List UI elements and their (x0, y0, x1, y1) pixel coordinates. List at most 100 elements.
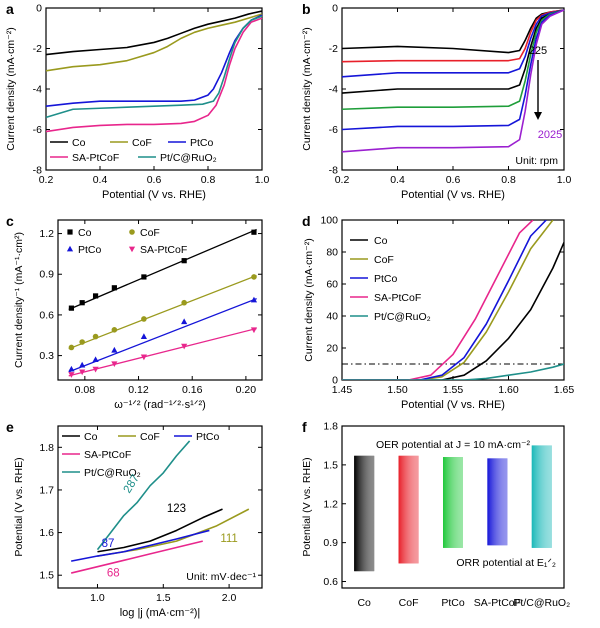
legend-label: CoF (374, 254, 394, 266)
panel-label-f: f (302, 419, 307, 435)
data-point-SA-PtCoF (250, 327, 258, 334)
legend-label: Pt/C@RuO₂ (374, 311, 431, 323)
data-point-PtCo (140, 333, 147, 340)
y-tick-label: 1.8 (39, 442, 54, 454)
y-tick-label: 0.3 (39, 350, 54, 362)
chart-b: 0.2 0.4 0.6 0.8 1.0 -8 -6 -4 -2 0 Potential (V vs.… (301, 1, 571, 201)
x-tick-label: 0.2 (39, 174, 54, 186)
chart-e: 1.0 1.5 2.0 1.5 1.6 1.7 1.8 log |j (mA·cm⁻²)| Po… (6, 419, 263, 619)
y-axis-label: Current density (mA·cm⁻²) (5, 27, 17, 150)
y-tick-label: -2 (329, 43, 338, 55)
y-tick-label: 1.5 (39, 570, 54, 582)
y-tick-label: -6 (33, 124, 42, 136)
series-line-Co (45, 10, 263, 56)
data-point-CoF (68, 344, 75, 351)
x-axis-label: Potential (V vs. RHE) (401, 189, 505, 201)
series-line-b-1 (341, 9, 565, 63)
plot-area (342, 220, 564, 380)
x-axis-label: Potential (V vs. RHE) (102, 189, 206, 201)
x-tick-label: 0.4 (390, 174, 405, 186)
annotation-bottom: ORR potential at E₁ᐟ₂ (456, 557, 556, 569)
y-tick-label: 20 (326, 343, 338, 355)
x-tick-label: 0.12 (128, 384, 149, 396)
legend-label: SA-PtCoF (140, 244, 187, 256)
legend-label: SA-PtCoF (374, 292, 421, 304)
fit-line-PtCo (68, 298, 257, 373)
x-tick-label: 0.16 (182, 384, 203, 396)
tafel-slope-cof: 111 (220, 533, 237, 545)
x-tick-label: 0.20 (236, 384, 257, 396)
panel-label-c: c (6, 213, 14, 229)
fit-line-SA-PtCoF (68, 327, 257, 377)
y-axis-label: Current density (mA·cm⁻²) (303, 238, 315, 361)
chart-d: 1.45 1.50 1.55 1.60 1.65 0 20 40 60 80 100 Potentia… (302, 213, 574, 411)
series-line-SA-PtCoF (45, 17, 263, 133)
series-line-Pt/C@RuO₂ (96, 440, 191, 551)
y-tick-label: -4 (329, 84, 338, 96)
data-point-SA-PtCoF (68, 372, 75, 378)
data-point-SA-PtCoF (79, 369, 86, 376)
chart-c: 0.08 0.12 0.16 0.20 0.3 0.6 0.9 1.2 ω⁻¹ᐟ² (rad⁻¹… (6, 213, 263, 411)
y-tick-label: -6 (329, 124, 338, 136)
x-tick-label: 0.08 (75, 384, 96, 396)
data-point-SA-PtCoF (181, 343, 188, 350)
legend-label: SA-PtCoF (84, 449, 131, 461)
x-tick-label: 1.45 (332, 384, 353, 396)
data-point-Co (79, 300, 85, 306)
tafel-slope-co: 123 (167, 503, 186, 515)
series-line-PtCo (71, 529, 210, 562)
x-tick-label: Pt/C@RuO₂ (513, 597, 570, 609)
plot-frame (57, 425, 263, 589)
data-point-CoF (181, 299, 187, 306)
x-tick-label: 1.0 (557, 174, 572, 186)
series-line-b-4 (341, 9, 565, 111)
data-point-CoF (141, 316, 147, 322)
data-point-CoF (111, 327, 118, 333)
y-tick-label: 60 (326, 279, 338, 291)
series-line-PtCo (342, 220, 547, 380)
series-line-b-5 (341, 9, 565, 131)
data-point-Co (141, 274, 147, 280)
y-tick-label: -8 (33, 165, 42, 177)
data-point-PtCo (79, 361, 86, 368)
x-tick-label: 1.50 (387, 384, 408, 396)
plot-frame (341, 425, 565, 589)
y-tick-label: -4 (33, 84, 42, 96)
y-tick-label: 0.6 (323, 576, 338, 588)
data-point-SA-PtCoF (111, 361, 118, 368)
y-tick-label: 1.2 (39, 228, 54, 240)
y-axis-label: Potential (V vs. RHE) (13, 457, 25, 556)
x-tick-label: CoF (399, 597, 419, 609)
data-point-PtCo (92, 356, 99, 363)
legend-marker (129, 229, 135, 235)
legend-label: Co (72, 137, 86, 149)
x-tick-label: 1.0 (255, 174, 270, 186)
series-line-CoF (45, 13, 263, 72)
x-tick-label: 0.6 (147, 174, 162, 186)
series-line-Pt/C@RuO₂ (342, 363, 564, 380)
data-point-Co (68, 305, 75, 311)
y-tick-label: 1.8 (323, 421, 338, 433)
data-point-Co (181, 258, 187, 264)
bar-highlight (531, 445, 552, 548)
tafel-slope-ptco: 87 (102, 538, 115, 550)
legend-marker (66, 245, 74, 252)
data-point-PtCo (68, 365, 75, 372)
legend-label: PtCo (374, 273, 398, 285)
data-point-SA-PtCoF (140, 354, 147, 361)
y-tick-label: 0.6 (39, 309, 54, 321)
data-point-Co (111, 285, 117, 291)
legend-label: PtCo (196, 431, 220, 443)
x-tick-label: 0.8 (201, 174, 216, 186)
legend-label: PtCo (78, 244, 102, 256)
y-axis-label: Potential (V vs. RHE) (301, 457, 313, 556)
data-point-CoF (79, 339, 85, 345)
y-axis-label: Current density⁻¹ (mA⁻¹·cm²) (13, 232, 25, 368)
chart-a: 0.2 0.4 0.6 0.8 1.0 -8 -6 -4 -2 0 Potential (V vs.… (5, 1, 269, 201)
x-axis-label: log |j (mA·cm⁻²)| (120, 607, 201, 619)
annotation-top: 225 (529, 45, 547, 57)
x-axis-label: ω⁻¹ᐟ² (rad⁻¹ᐟ²·s¹ᐟ²) (114, 399, 206, 411)
annotation-bottom: 2025 (538, 129, 562, 141)
x-tick-label: PtCo (441, 597, 465, 609)
series-line-b-6 (341, 9, 565, 153)
